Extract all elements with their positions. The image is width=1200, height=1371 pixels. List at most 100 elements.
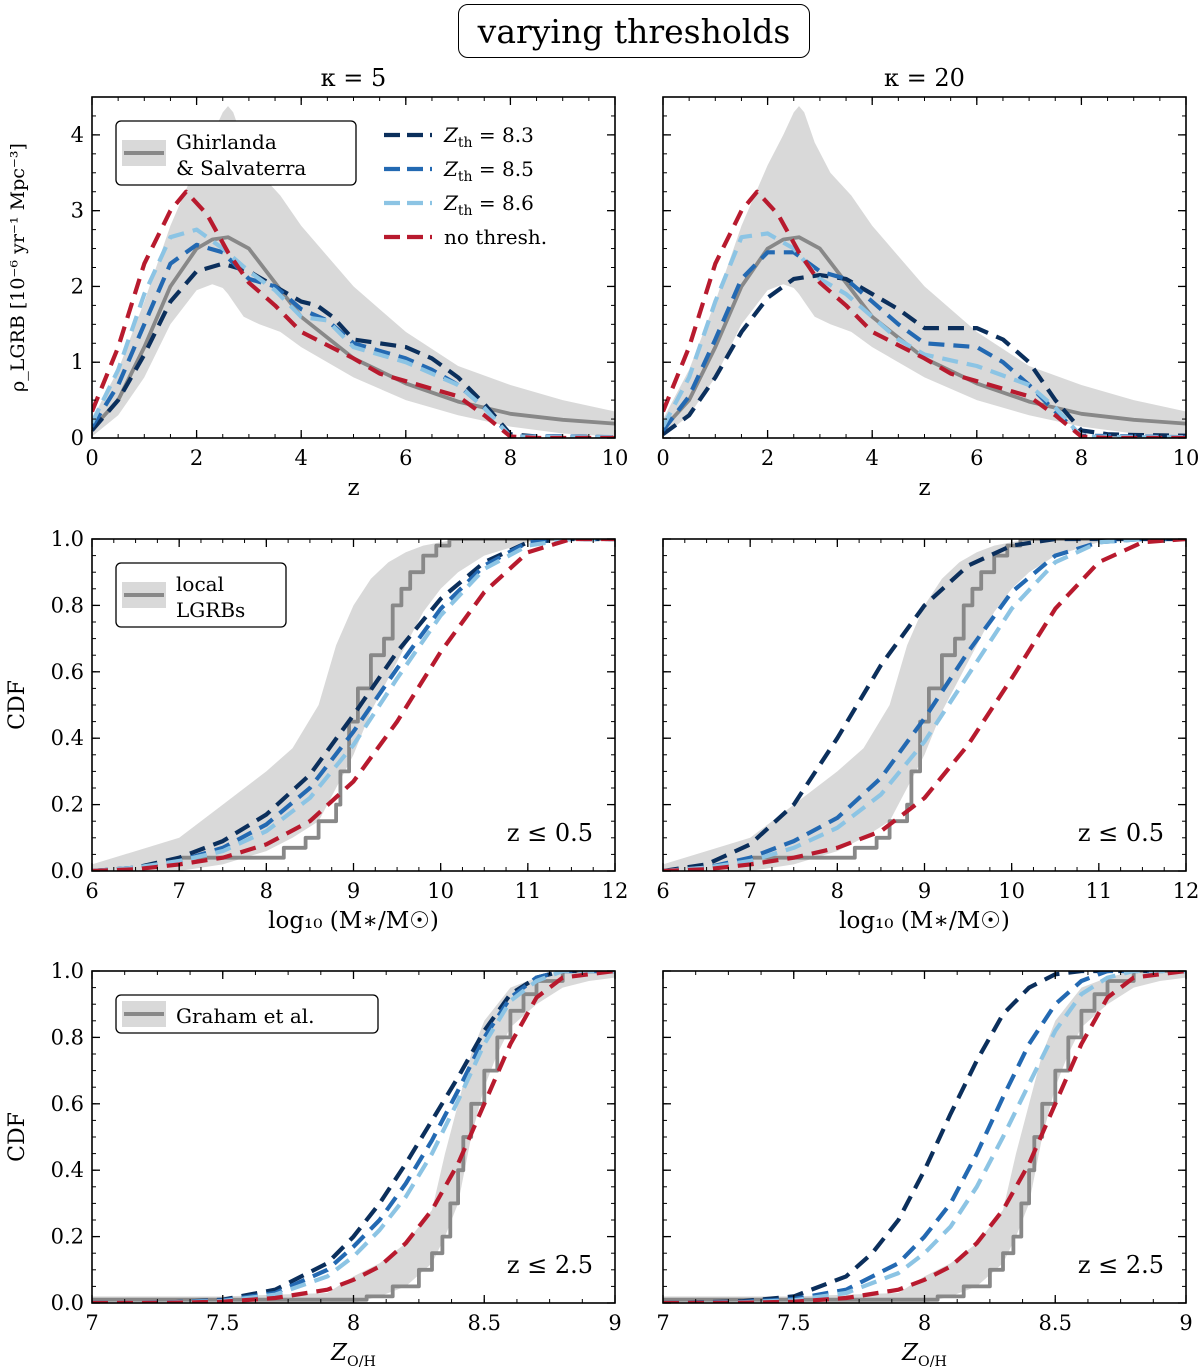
chart-panel-mass_k5: 6 7 8 9 10 11 12 0.0 0.2 0.4 0.6 0.8 1.0 log₁₀ (M∗/M☉… bbox=[5, 527, 628, 934]
x-tick-label: 7.5 bbox=[777, 1311, 810, 1335]
chart-panel-metal_k20: 7 7.5 8 8.5 9 ZO/H z ≤ 2.5 bbox=[656, 970, 1193, 1370]
x-tick-label: 8.5 bbox=[1039, 1311, 1072, 1335]
uncertainty-band bbox=[663, 539, 1186, 871]
y-tick-label: 3 bbox=[71, 199, 84, 223]
x-tick-label: 12 bbox=[602, 879, 629, 903]
legend-entry: local bbox=[176, 572, 224, 596]
legend2-entry: Zth = 8.6 bbox=[443, 191, 534, 219]
series-line-1 bbox=[663, 971, 1186, 1303]
region-annotation: z ≤ 2.5 bbox=[1078, 1251, 1164, 1279]
x-tick-label: 6 bbox=[656, 879, 669, 903]
x-tick-label: 9 bbox=[347, 879, 360, 903]
series-line-1 bbox=[663, 273, 1186, 438]
series-line-3 bbox=[663, 971, 1186, 1303]
legend-entry: Graham et al. bbox=[176, 1004, 315, 1028]
x-tick-label: 4 bbox=[866, 446, 879, 470]
y-axis-label: ρ_LGRB [10⁻⁶ yr⁻¹ Mpc⁻³] bbox=[7, 143, 29, 392]
series-line-1 bbox=[663, 539, 1186, 871]
series-line-3 bbox=[92, 971, 615, 1303]
series-line-2 bbox=[92, 971, 615, 1303]
uncertainty-band bbox=[92, 971, 615, 1303]
plot-area bbox=[663, 106, 1186, 438]
y-axis-label: CDF bbox=[5, 680, 30, 730]
x-tick-label: 12 bbox=[1173, 879, 1200, 903]
x-tick-label: 10 bbox=[602, 446, 629, 470]
series-line-1 bbox=[92, 539, 615, 871]
x-tick-label: 8 bbox=[504, 446, 517, 470]
uncertainty-band bbox=[92, 106, 615, 437]
series-line-3 bbox=[92, 539, 615, 871]
series-line-4 bbox=[663, 971, 1186, 1303]
legend2-entry: no thresh. bbox=[444, 225, 547, 249]
x-tick-label: 0 bbox=[656, 446, 669, 470]
y-tick-label: 0.6 bbox=[51, 1092, 84, 1116]
y-tick-label: 1 bbox=[71, 350, 84, 374]
series-line-0 bbox=[92, 971, 615, 1302]
x-axis-label: ZO/H bbox=[330, 1340, 376, 1370]
y-axis-label: CDF bbox=[5, 1112, 30, 1162]
x-tick-label: 11 bbox=[514, 879, 541, 903]
series-line-2 bbox=[663, 539, 1186, 871]
x-tick-label: 8 bbox=[918, 1311, 931, 1335]
legend-box bbox=[115, 120, 357, 186]
x-tick-label: 7 bbox=[85, 1311, 98, 1335]
y-tick-label: 0.4 bbox=[51, 1158, 84, 1182]
x-tick-label: 8.5 bbox=[468, 1311, 501, 1335]
legend-box bbox=[115, 994, 379, 1034]
chart-panel-metal_k5: 7 7.5 8 8.5 9 0.0 0.2 0.4 0.6 0.8 1.0 ZO/H CDF z ≤ 2.… bbox=[5, 959, 622, 1370]
x-tick-label: 0 bbox=[85, 446, 98, 470]
y-tick-label: 0.0 bbox=[51, 1291, 84, 1315]
x-axis-label: ZO/H bbox=[901, 1340, 947, 1370]
x-tick-label: 10 bbox=[1173, 446, 1200, 470]
figure-title: varying thresholds bbox=[458, 4, 810, 58]
x-tick-label: 8 bbox=[1075, 446, 1088, 470]
y-tick-label: 0 bbox=[71, 426, 84, 450]
uncertainty-band bbox=[663, 971, 1186, 1303]
legend-entry: & Salvaterra bbox=[176, 156, 306, 180]
x-tick-label: 9 bbox=[1179, 1311, 1192, 1335]
series-line-1 bbox=[92, 971, 615, 1303]
x-tick-label: 8 bbox=[347, 1311, 360, 1335]
y-tick-label: 0.4 bbox=[51, 726, 84, 750]
region-annotation: z ≤ 0.5 bbox=[1078, 819, 1164, 847]
figure-title-text: varying thresholds bbox=[477, 11, 791, 51]
legend-entry: LGRBs bbox=[176, 598, 245, 622]
y-tick-label: 0.0 bbox=[51, 859, 84, 883]
series-line-3 bbox=[663, 231, 1186, 438]
legend2-entry: Zth = 8.3 bbox=[443, 123, 534, 151]
y-tick-label: 0.6 bbox=[51, 660, 84, 684]
panel-title: κ = 20 bbox=[884, 64, 965, 92]
x-tick-label: 11 bbox=[1085, 879, 1112, 903]
x-tick-label: 10 bbox=[427, 879, 454, 903]
x-tick-label: 6 bbox=[85, 879, 98, 903]
panel-title: κ = 5 bbox=[321, 64, 387, 92]
y-tick-label: 0.8 bbox=[51, 593, 84, 617]
x-tick-label: 6 bbox=[970, 446, 983, 470]
plot-area bbox=[663, 971, 1186, 1303]
legend-box bbox=[115, 562, 287, 628]
plot-area bbox=[92, 971, 615, 1303]
x-tick-label: 9 bbox=[918, 879, 931, 903]
y-tick-label: 0.2 bbox=[51, 793, 84, 817]
x-tick-label: 9 bbox=[608, 1311, 621, 1335]
x-tick-label: 8 bbox=[260, 879, 273, 903]
x-tick-label: 2 bbox=[190, 446, 203, 470]
x-tick-label: 2 bbox=[761, 446, 774, 470]
x-tick-label: 7.5 bbox=[206, 1311, 239, 1335]
y-tick-label: 2 bbox=[71, 274, 84, 298]
y-tick-label: 4 bbox=[71, 123, 84, 147]
series-line-0 bbox=[663, 971, 1186, 1302]
series-line-4 bbox=[92, 971, 615, 1303]
x-tick-label: 6 bbox=[399, 446, 412, 470]
x-tick-label: 7 bbox=[172, 879, 185, 903]
uncertainty-band bbox=[92, 539, 615, 871]
series-line-1 bbox=[92, 261, 615, 438]
chart-panel-mass_k20: 6 7 8 9 10 11 12 log₁₀ (M∗/M☉) z ≤ 0.5 bbox=[656, 538, 1200, 934]
x-tick-label: 4 bbox=[295, 446, 308, 470]
chart-panel-rate_k20: 0 2 4 6 8 10 κ = 20 z bbox=[656, 64, 1199, 501]
x-axis-label: z bbox=[347, 475, 359, 501]
x-axis-label: log₁₀ (M∗/M☉) bbox=[839, 908, 1010, 934]
legend-entry: Ghirlanda bbox=[176, 130, 277, 154]
y-tick-label: 0.2 bbox=[51, 1225, 84, 1249]
